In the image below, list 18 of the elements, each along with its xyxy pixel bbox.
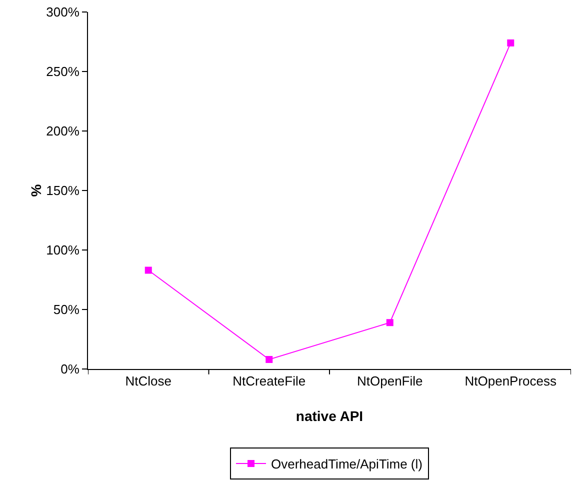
y-axis-title: % — [28, 184, 44, 197]
x-tick-label: NtCreateFile — [232, 374, 306, 389]
y-tick-label: 0% — [60, 362, 80, 377]
x-tick-label: NtClose — [125, 374, 172, 389]
y-tick-label: 150% — [46, 183, 80, 198]
point — [266, 356, 273, 363]
point — [144, 266, 152, 274]
y-tick-label: 250% — [46, 64, 80, 80]
point — [507, 39, 514, 46]
legend-label: OverheadTime/ApiTime (l) — [271, 456, 422, 472]
y-tick-label: 300% — [46, 4, 80, 20]
y-tick-label: 200% — [46, 124, 80, 139]
point — [386, 319, 394, 326]
y-tick-label: 100% — [46, 242, 80, 258]
x-axis-title: native API — [296, 408, 364, 424]
x-tick-label: NtOpenProcess — [464, 374, 558, 389]
x-tick-label: NtOpenFile — [357, 374, 423, 389]
y-tick-label: 50% — [53, 302, 80, 318]
